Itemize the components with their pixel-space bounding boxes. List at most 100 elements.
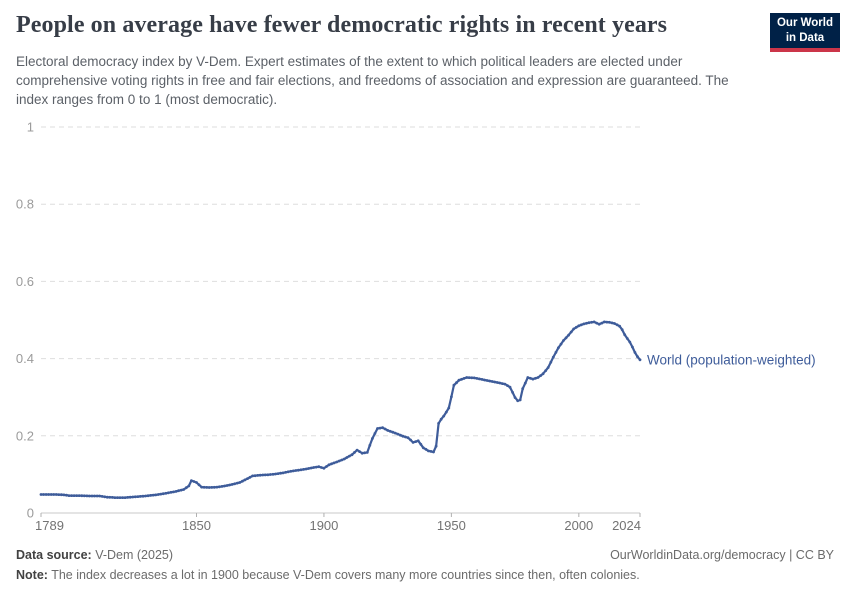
series-point[interactable] [409, 438, 412, 442]
series-point[interactable] [246, 477, 249, 480]
series-point[interactable] [437, 422, 440, 425]
series-point[interactable] [126, 496, 130, 499]
series-point[interactable] [230, 483, 234, 486]
series-point[interactable] [335, 460, 339, 464]
series-point[interactable] [299, 468, 303, 472]
series-point[interactable] [44, 493, 48, 496]
series-point[interactable] [274, 472, 277, 476]
series-point[interactable] [429, 450, 433, 453]
series-point[interactable] [98, 494, 101, 498]
series-point[interactable] [503, 382, 507, 386]
series-point[interactable] [113, 496, 117, 499]
series-point[interactable] [105, 495, 109, 499]
series-point[interactable] [281, 471, 285, 475]
series-point[interactable] [291, 469, 295, 473]
series-point[interactable] [580, 323, 583, 327]
series-point[interactable] [116, 496, 119, 499]
series-point[interactable] [325, 465, 328, 468]
series-point[interactable] [608, 320, 611, 324]
series-point[interactable] [215, 485, 219, 489]
series-point[interactable] [562, 339, 565, 342]
series-point[interactable] [220, 485, 224, 488]
series-point[interactable] [452, 383, 456, 387]
series-point[interactable] [348, 454, 351, 458]
series-point[interactable] [307, 467, 310, 470]
series-point[interactable] [284, 470, 288, 474]
series-point[interactable] [111, 496, 114, 499]
series-point[interactable] [534, 376, 537, 380]
series-point[interactable] [442, 414, 446, 418]
series-point[interactable] [187, 484, 191, 488]
series-point[interactable] [587, 321, 591, 325]
series-point[interactable] [248, 475, 252, 479]
series-point[interactable] [75, 494, 79, 497]
series-point[interactable] [414, 440, 418, 443]
series-point[interactable] [225, 484, 229, 487]
series-point[interactable] [427, 449, 430, 453]
series-point[interactable] [179, 488, 183, 492]
series-point[interactable] [582, 322, 586, 326]
series-point[interactable] [472, 376, 476, 380]
series-point[interactable] [595, 321, 599, 325]
series-point[interactable] [396, 432, 400, 436]
series-point[interactable] [177, 489, 181, 493]
series-point[interactable] [605, 320, 609, 324]
series-point[interactable] [508, 385, 512, 389]
series-point[interactable] [360, 451, 364, 455]
series-point[interactable] [212, 485, 216, 489]
series-point[interactable] [169, 490, 173, 494]
series-point[interactable] [184, 486, 188, 490]
series-point[interactable] [353, 451, 356, 454]
series-point[interactable] [151, 493, 155, 497]
series-point[interactable] [253, 474, 257, 478]
series-point[interactable] [590, 320, 593, 324]
series-point[interactable] [289, 469, 293, 473]
series-point[interactable] [103, 495, 107, 499]
series-point[interactable] [93, 494, 96, 498]
series-point[interactable] [330, 462, 333, 466]
series-point[interactable] [554, 351, 558, 354]
series-point[interactable] [610, 321, 614, 325]
series-point[interactable] [205, 486, 209, 489]
series-point[interactable] [294, 469, 298, 472]
series-point[interactable] [541, 372, 545, 376]
series-point[interactable] [271, 472, 275, 476]
series-point[interactable] [613, 322, 616, 325]
series-point[interactable] [355, 448, 359, 452]
series-point[interactable] [421, 446, 425, 450]
series-point[interactable] [386, 429, 390, 432]
series-point[interactable] [164, 491, 168, 495]
series-point[interactable] [52, 493, 56, 496]
series-point[interactable] [455, 381, 458, 385]
series-point[interactable] [470, 376, 474, 380]
series-point[interactable] [279, 471, 282, 475]
series-point[interactable] [49, 493, 53, 496]
series-point[interactable] [54, 493, 58, 496]
series-point[interactable] [551, 355, 555, 359]
series-point[interactable] [546, 366, 550, 369]
series-point[interactable] [141, 494, 145, 498]
series-point[interactable] [399, 433, 402, 437]
series-point[interactable] [149, 494, 153, 497]
series-point[interactable] [238, 481, 242, 484]
series-point[interactable] [623, 333, 627, 337]
series-point[interactable] [200, 485, 204, 489]
series-point[interactable] [467, 376, 471, 379]
series-point[interactable] [312, 466, 316, 469]
series-point[interactable] [490, 380, 494, 383]
series-point[interactable] [88, 494, 91, 498]
series-point[interactable] [381, 426, 384, 430]
series-point[interactable] [192, 480, 196, 483]
series-point[interactable] [337, 459, 341, 463]
series-point[interactable] [478, 377, 481, 381]
series-point[interactable] [368, 444, 372, 447]
series-point[interactable] [376, 427, 379, 430]
series-point[interactable] [108, 495, 112, 499]
series-point[interactable] [190, 479, 193, 482]
series-point[interactable] [544, 369, 548, 372]
series-point[interactable] [72, 494, 76, 497]
series-point[interactable] [411, 441, 415, 444]
series-point[interactable] [121, 496, 124, 499]
series-point[interactable] [511, 391, 514, 394]
series-point[interactable] [62, 493, 66, 497]
